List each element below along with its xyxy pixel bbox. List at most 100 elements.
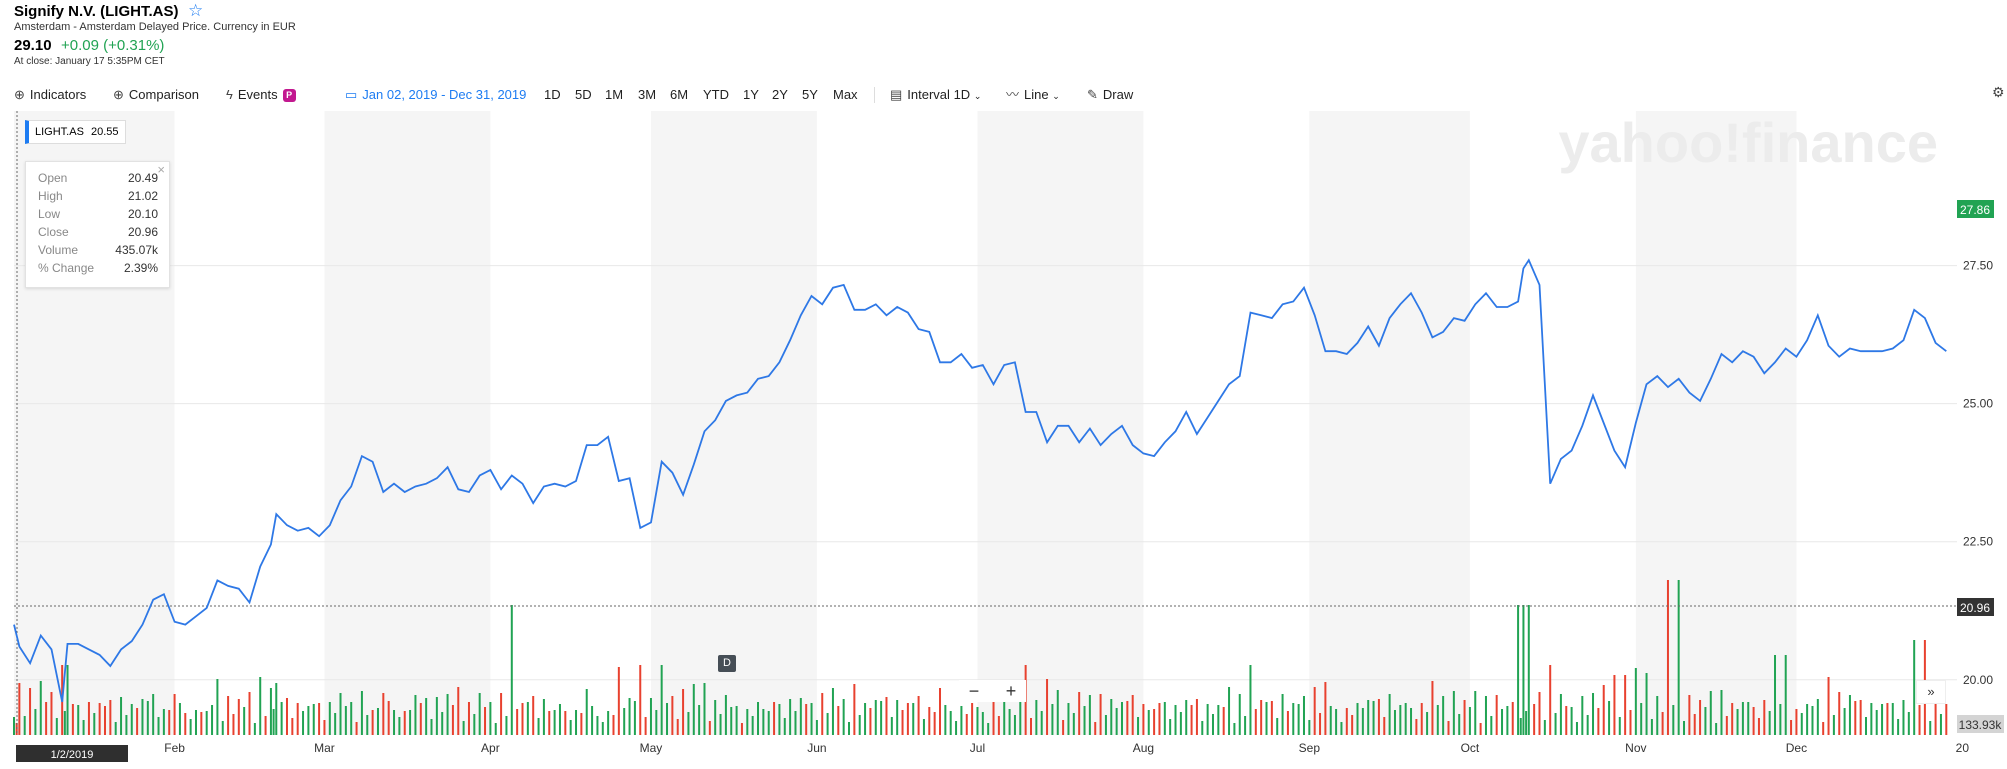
volume-bar	[1597, 708, 1600, 735]
volume-bar	[173, 694, 176, 735]
range-1y[interactable]: 1Y	[743, 87, 759, 102]
volume-bar	[1377, 699, 1380, 735]
volume-bar	[612, 715, 615, 735]
high-label: High	[38, 189, 63, 203]
series-legend[interactable]: LIGHT.AS 20.55	[25, 120, 126, 144]
volume-bar	[494, 723, 497, 735]
indicators-button[interactable]: ⊕ Indicators	[14, 84, 86, 106]
x-tick-label: May	[640, 741, 663, 755]
volume-bar	[1040, 711, 1043, 735]
x-tick-label: Jul	[970, 741, 985, 755]
comparison-label: Comparison	[128, 87, 199, 102]
volume-bar	[1115, 708, 1118, 735]
lightning-icon: ϟ	[226, 87, 233, 102]
volume-bar	[1790, 720, 1793, 735]
close-icon[interactable]: ×	[157, 162, 165, 177]
zoom-out-button[interactable]: −	[968, 681, 980, 701]
range-1d[interactable]: 1D	[544, 87, 561, 102]
volume-bar	[1827, 677, 1830, 735]
volume-bar	[1741, 702, 1744, 735]
x-tick-label: Sep	[1299, 741, 1321, 755]
volume-bar	[414, 695, 417, 735]
volume-bar	[794, 711, 797, 735]
volume-bar	[1522, 605, 1525, 735]
draw-button[interactable]: ✎ Draw	[1087, 84, 1133, 106]
volume-value: 435.07k	[115, 243, 158, 257]
interval-button[interactable]: ▤ Interval 1D ⌄	[890, 84, 981, 106]
range-3m[interactable]: 3M	[638, 87, 657, 102]
volume-bar	[1559, 694, 1562, 735]
volume-bar	[280, 702, 283, 735]
volume-bar	[1233, 723, 1236, 735]
range-6m[interactable]: 6M	[670, 87, 689, 102]
volume-bar	[1929, 721, 1932, 735]
events-label: Events	[237, 87, 278, 102]
volume-bar	[1383, 717, 1386, 735]
range-max[interactable]: Max	[833, 87, 858, 102]
volume-bar	[1008, 709, 1011, 735]
events-button[interactable]: ϟ Events P	[226, 84, 296, 106]
volume-bar	[500, 693, 503, 735]
range-1m[interactable]: 1M	[605, 87, 624, 102]
comparison-button[interactable]: ⊕ Comparison	[113, 84, 199, 106]
volume-bar	[1683, 721, 1686, 735]
volume-bar	[831, 688, 834, 735]
last-price-label: 27.86	[1960, 203, 1990, 217]
ohlc-low-row: Low 20.10	[38, 205, 158, 223]
volume-bar	[45, 702, 48, 735]
volume-bar	[1784, 655, 1787, 735]
volume-bar	[1169, 719, 1172, 735]
volume-bar	[114, 722, 117, 735]
volume-bar	[227, 696, 230, 735]
volume-bar	[1104, 715, 1107, 735]
volume-bar	[376, 708, 379, 735]
volume-bar	[955, 721, 958, 735]
volume-label: Volume	[38, 243, 79, 257]
range-5y[interactable]: 5Y	[802, 87, 818, 102]
volume-bar	[1404, 703, 1407, 735]
expand-button[interactable]: »	[1916, 680, 1946, 704]
volume-bar	[1051, 704, 1054, 735]
volume-bar	[275, 683, 278, 735]
range-5d[interactable]: 5D	[575, 87, 592, 102]
volume-bar	[596, 716, 599, 735]
volume-bar	[1062, 720, 1065, 735]
volume-bar	[18, 683, 21, 735]
date-range-button[interactable]: ▭ Jan 02, 2019 - Dec 31, 2019	[345, 84, 526, 106]
volume-bar	[441, 712, 444, 735]
volume-bar	[39, 681, 42, 735]
gear-icon[interactable]: ⚙	[1992, 84, 2005, 100]
ohlc-tooltip: × Open 20.49 High 21.02 Low 20.10 Close 20.9…	[25, 161, 170, 288]
volume-bar	[232, 714, 235, 735]
volume-bar	[1525, 711, 1528, 735]
volume-bar	[93, 713, 96, 735]
volume-bar	[526, 702, 529, 735]
chart-type-button[interactable]: 〰 Line ⌄	[1006, 84, 1060, 106]
volume-bar	[1083, 706, 1086, 735]
volume-bar	[1832, 715, 1835, 735]
volume-bar	[462, 721, 465, 735]
volume-bar	[1918, 705, 1921, 735]
watchlist-star-icon[interactable]: ☆	[188, 1, 204, 20]
dividend-marker[interactable]: D	[718, 655, 736, 672]
volume-bar	[1308, 720, 1311, 735]
volume-bar	[1490, 716, 1493, 735]
volume-bar	[1624, 675, 1627, 735]
volume-bar	[778, 704, 781, 735]
range-ytd[interactable]: YTD	[703, 87, 729, 102]
volume-bar	[789, 699, 792, 735]
range-2y[interactable]: 2Y	[772, 87, 788, 102]
volume-bar	[505, 716, 508, 735]
volume-bar	[168, 710, 171, 735]
volume-bar	[633, 701, 636, 735]
volume-bar	[473, 714, 476, 735]
volume-bar	[874, 700, 877, 735]
zoom-in-button[interactable]: +	[1005, 681, 1017, 701]
volume-bar	[419, 703, 422, 735]
volume-bar	[1094, 722, 1097, 735]
volume-bar	[1185, 700, 1188, 735]
volume-bar	[1137, 717, 1140, 735]
zoom-controls: − +	[959, 680, 1026, 702]
volume-bar	[1415, 719, 1418, 735]
